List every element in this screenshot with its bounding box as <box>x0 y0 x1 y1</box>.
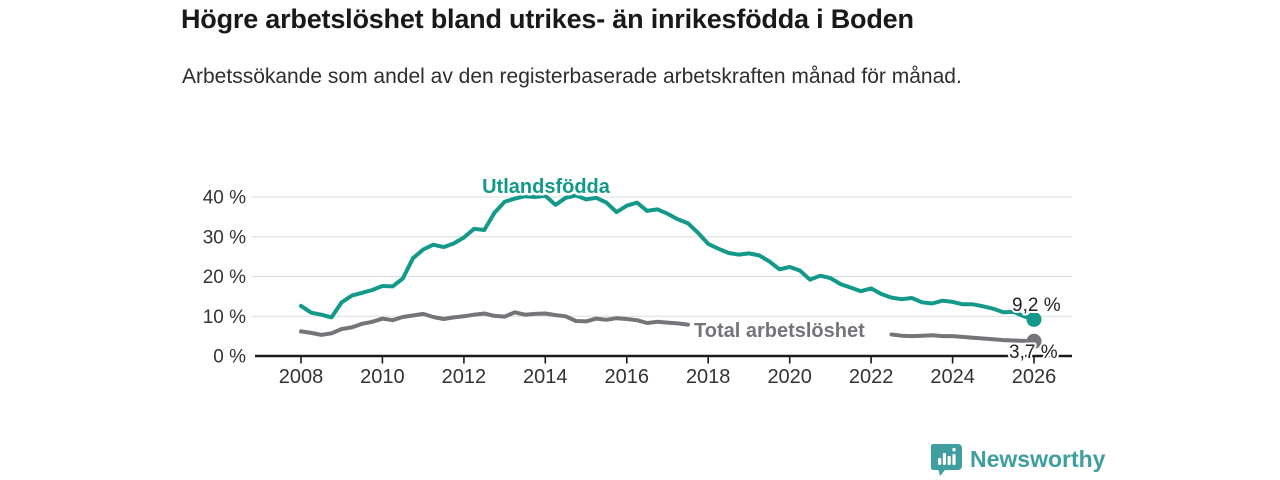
y-tick-label: 10 % <box>203 307 246 328</box>
series-label-total-arbetsloshet: Total arbetslöshet <box>694 320 865 342</box>
x-axis <box>255 354 1072 364</box>
bar-chart-glyph <box>938 448 956 465</box>
x-tick-label: 2026 <box>1012 366 1057 388</box>
x-tick-label: 2022 <box>849 366 894 388</box>
x-tick-label: 2020 <box>767 366 812 388</box>
x-tick-label: 2024 <box>930 366 975 388</box>
gridlines <box>252 196 1072 317</box>
end-value-label-utlandsfodda: 9,2 % <box>1012 295 1061 316</box>
x-tick-label: 2008 <box>279 366 324 388</box>
end-dot-series-0 <box>1026 311 1042 327</box>
end-dot-series-1 <box>1026 333 1042 349</box>
x-tick-label: 2010 <box>360 366 405 388</box>
newsworthy-logo-icon <box>931 444 962 476</box>
y-tick-label: 30 % <box>203 227 246 248</box>
x-tick-label: 2016 <box>605 366 650 388</box>
line-series-1 <box>299 310 1036 344</box>
y-axis-labels: 0 % 10 % 20 % 30 % 40 % <box>203 188 246 368</box>
y-tick-label: 40 % <box>203 188 246 209</box>
x-tick-label: 2014 <box>523 366 568 388</box>
chart-subtitle: Arbetssökande som andel av den registerb… <box>182 65 962 88</box>
series-end-dots <box>1026 311 1042 349</box>
x-tick-label: 2018 <box>686 366 731 388</box>
y-tick-label: 20 % <box>203 267 246 288</box>
end-value-label-total: 3,7 % <box>1009 342 1058 363</box>
chart-title: Högre arbetslöshet bland utrikes- än inr… <box>181 4 914 34</box>
line-series-0 <box>299 193 1036 322</box>
series-lines <box>299 193 1036 344</box>
x-tick-label: 2012 <box>442 366 487 388</box>
y-tick-label: 0 % <box>213 347 246 368</box>
speech-bubble-shape <box>931 444 962 476</box>
series-label-utlandsfodda: Utlandsfödda <box>482 176 611 198</box>
brand-name: Newsworthy <box>970 446 1106 472</box>
x-axis-labels: 2008 2010 2012 2014 2016 2018 2020 2022 2024 2026 <box>279 366 1057 388</box>
